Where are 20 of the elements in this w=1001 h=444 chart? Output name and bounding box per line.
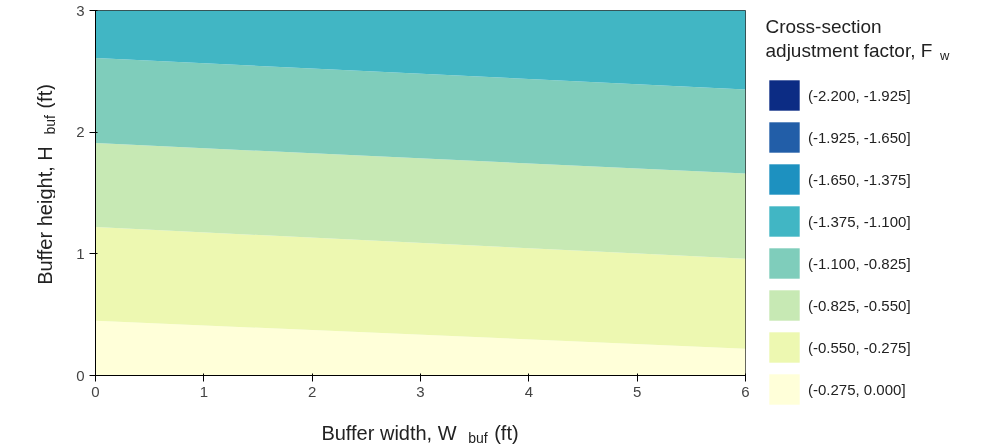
- legend-label: (-1.375, -1.100]: [808, 212, 911, 230]
- y-tick-label: 2: [76, 123, 85, 141]
- y-axis-title: Buffer height, Hbuf (ft): [33, 84, 58, 285]
- x-tick-label: 6: [741, 382, 750, 400]
- y-tick-label: 1: [76, 244, 85, 262]
- legend-label: (-0.825, -0.550]: [808, 296, 911, 314]
- legend-label: (-0.550, -0.275]: [808, 338, 911, 356]
- legend-label: (-1.925, -1.650]: [808, 128, 911, 146]
- x-tick-label: 2: [308, 382, 317, 400]
- x-tick-label: 3: [416, 382, 425, 400]
- x-tick-label: 4: [524, 382, 534, 400]
- legend-label: (-1.650, -1.375]: [808, 170, 911, 188]
- x-tick-label: 5: [633, 382, 642, 400]
- legend-label: (-1.100, -0.825]: [808, 254, 911, 272]
- x-tick-label: 0: [91, 382, 100, 400]
- legend-label: (-2.200, -1.925]: [808, 86, 911, 104]
- y-tick-label: 0: [76, 366, 85, 384]
- y-tick-label: 3: [76, 1, 85, 19]
- x-tick-label: 1: [199, 382, 209, 400]
- legend-label: (-0.275, 0.000]: [808, 380, 906, 398]
